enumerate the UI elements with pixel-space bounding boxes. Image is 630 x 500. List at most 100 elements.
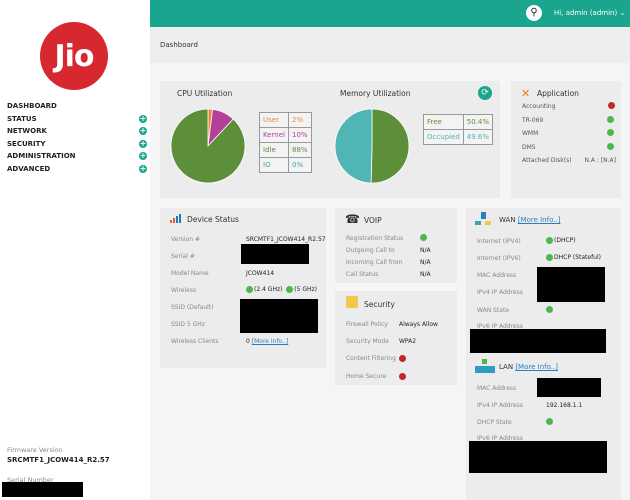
legend-value: 49.6% <box>462 129 494 145</box>
sidebar-item-status[interactable]: STATUS + <box>7 113 147 125</box>
redacted-lan-ipv6 <box>469 441 607 473</box>
cpu-pie-chart <box>170 108 246 184</box>
ipv6-label: Internet (IPV6) <box>477 255 521 262</box>
application-panel: ✕ Application Accounting TR-069 WMM DMS Atta… <box>511 81 621 198</box>
check-icon <box>246 286 253 293</box>
legend-label: Occupied <box>423 129 464 145</box>
lan-label: LAN <box>499 363 514 371</box>
sidebar-item-label: STATUS <box>7 114 37 123</box>
check-icon <box>607 142 614 150</box>
legend-value: 0% <box>288 157 312 173</box>
clients-more-info-link[interactable]: [More Info..] <box>251 338 289 345</box>
lan-mac-label: MAC Address <box>477 385 517 392</box>
firewall-label: Firewall Policy <box>346 321 388 328</box>
sidebar-item-advanced[interactable]: ADVANCED + <box>7 163 147 175</box>
memory-pie-chart <box>334 108 410 184</box>
cpu-title: CPU Utilization <box>177 89 233 98</box>
security-title: Security <box>364 300 395 309</box>
voip-panel: ☎ VOIP Registration Status Outgoing Call… <box>335 208 457 283</box>
security-mode-label: Security Mode <box>346 338 389 345</box>
pie-slice-idle <box>170 108 246 184</box>
legend-row: Kernel 10% <box>259 127 312 143</box>
legend-label: IO <box>259 157 289 173</box>
ipv4-label: Internet (IPV4) <box>477 238 521 245</box>
expand-icon[interactable]: + <box>139 126 147 135</box>
jio-logo: Jio <box>40 22 108 90</box>
app-row-value: N.A : [N.A] <box>584 157 616 164</box>
check-icon <box>607 129 614 136</box>
sidebar-item-administration[interactable]: ADMINISTRATION + <box>7 150 147 162</box>
lan-ipv6-label: IPv6 IP Address <box>477 435 523 442</box>
legend-value: 50.4% <box>462 114 494 130</box>
wan-icon <box>475 212 493 226</box>
home-secure-status <box>399 373 406 380</box>
lan-icon <box>475 359 495 373</box>
wireless-24: (2.4 GHz) <box>254 286 283 293</box>
legend-row: Free 50.4% <box>423 114 494 130</box>
outgoing-label: Outgoing Call to <box>346 247 395 254</box>
redacted-ssid <box>240 299 318 333</box>
expand-icon[interactable]: + <box>139 113 147 123</box>
check-icon <box>546 254 553 261</box>
wan-ipv6-label: IPv6 IP Address <box>477 323 523 330</box>
legend-label: Free <box>423 114 464 130</box>
wan-title: WAN [More Info..] <box>499 216 560 224</box>
signal-bars-icon <box>170 214 184 223</box>
legend-value: 2% <box>288 112 312 128</box>
expand-icon[interactable]: + <box>139 163 147 173</box>
serial-label: Serial # <box>171 253 195 260</box>
wan-mac-label: MAC Address <box>477 272 517 279</box>
search-icon[interactable]: ⚲ <box>526 5 542 21</box>
wireless-5: (5 GHz) <box>294 286 317 293</box>
redacted-lan-mac <box>537 378 601 397</box>
expand-icon[interactable]: + <box>139 151 147 160</box>
redacted-serial <box>2 482 83 497</box>
expand-icon[interactable]: + <box>139 138 147 148</box>
device-status-title: Device Status <box>187 215 239 224</box>
version-value: SRCMTF1_JCOW414_R2.57 <box>246 236 326 243</box>
sidebar-item-label: ADVANCED <box>7 164 51 173</box>
ipv4-text: (DHCP) <box>554 237 576 244</box>
check-icon <box>420 234 427 241</box>
device-status-panel: Device Status Version # SRCMTF1_JCOW414_… <box>160 208 326 368</box>
app-row-status <box>607 115 615 123</box>
legend-row: IO 0% <box>259 157 312 173</box>
legend-row: User 2% <box>259 112 312 128</box>
check-icon <box>546 237 553 244</box>
lan-more-info-link[interactable]: [More Info..] <box>515 363 558 371</box>
voip-title: VOIP <box>364 216 382 225</box>
wan-more-info-link[interactable]: [More Info..] <box>517 216 561 224</box>
app-row-label: WMM <box>522 130 539 137</box>
app-row-status <box>608 102 615 109</box>
app-row-status <box>607 129 615 136</box>
sidebar: Jio DASHBOARD STATUS + NETWORK + SECURITY + ADM… <box>0 0 150 500</box>
ssid5-label: SSID 5 GHz <box>171 321 205 328</box>
legend-row: Occupied 49.6% <box>423 129 494 145</box>
wan-label: WAN <box>499 216 516 224</box>
error-icon <box>608 102 615 109</box>
registration-label: Registration Status <box>346 235 404 242</box>
sidebar-item-dashboard[interactable]: DASHBOARD <box>7 100 147 112</box>
check-icon <box>607 115 614 123</box>
wireless-label: Wireless <box>171 287 197 294</box>
redacted-wan-ipv6 <box>470 329 606 353</box>
pie-slice-free <box>370 108 410 184</box>
call-status-value: N/A <box>420 271 431 278</box>
check-icon <box>546 418 553 425</box>
incoming-value: N/A <box>420 259 431 266</box>
content-filtering-label: Content Filtering <box>346 355 396 362</box>
app-row-label: Attached Disk(s) <box>522 157 572 164</box>
refresh-icon[interactable]: ⟳ <box>478 86 492 100</box>
user-menu[interactable]: Hi, admin (admin) ⌄ <box>554 9 625 17</box>
sidebar-item-security[interactable]: SECURITY + <box>7 138 147 150</box>
sidebar-item-network[interactable]: NETWORK + <box>7 125 147 137</box>
error-icon <box>399 373 406 380</box>
firewall-value: Always Allow <box>399 321 438 328</box>
check-icon <box>546 306 553 313</box>
lan-ip-value: 192.168.1.1 <box>546 402 583 409</box>
clients-label: Wireless Clients <box>171 338 219 345</box>
sidebar-item-label: ADMINISTRATION <box>7 152 76 160</box>
firmware-label: Firmware Version <box>7 446 63 454</box>
serial-label: Serial Number <box>7 476 54 484</box>
legend-value: 10% <box>288 127 312 143</box>
